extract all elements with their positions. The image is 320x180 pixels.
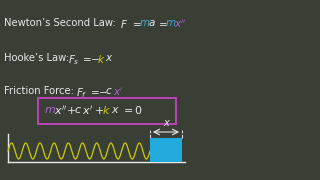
- Bar: [150, 138, 182, 162]
- Text: $c$: $c$: [105, 86, 113, 96]
- Text: $x''$: $x''$: [54, 103, 68, 116]
- Text: $=$: $=$: [130, 18, 142, 28]
- Text: $= 0$: $= 0$: [121, 104, 143, 116]
- Text: $F_f$: $F_f$: [76, 86, 87, 100]
- Text: $c$: $c$: [74, 105, 82, 115]
- Text: $+$: $+$: [94, 105, 104, 116]
- Text: $x'$: $x'$: [113, 86, 124, 98]
- Text: $k$: $k$: [102, 104, 111, 116]
- Text: $-$: $-$: [90, 53, 100, 63]
- Text: Hooke’s Law:: Hooke’s Law:: [4, 53, 72, 63]
- Text: $F_s$: $F_s$: [68, 53, 80, 67]
- Bar: [38, 98, 176, 124]
- Text: Friction Force:: Friction Force:: [4, 86, 77, 96]
- Text: x: x: [163, 118, 169, 128]
- Text: Newton’s Second Law:: Newton’s Second Law:: [4, 18, 116, 28]
- Text: $x''$: $x''$: [174, 18, 187, 30]
- Text: $=$: $=$: [88, 86, 100, 96]
- Text: $=$: $=$: [80, 53, 92, 63]
- Text: $m$: $m$: [165, 18, 176, 28]
- Text: $k$: $k$: [97, 53, 105, 65]
- Text: m: m: [159, 143, 172, 156]
- Text: $m$: $m$: [139, 18, 150, 28]
- Text: $x$: $x$: [105, 53, 114, 63]
- Text: $x'$: $x'$: [82, 103, 93, 116]
- Text: $m$: $m$: [44, 105, 56, 115]
- Text: $F$: $F$: [120, 18, 128, 30]
- Text: $a$: $a$: [148, 18, 156, 28]
- Text: $+$: $+$: [66, 105, 76, 116]
- Text: $-$: $-$: [98, 86, 108, 96]
- Text: $x$: $x$: [111, 105, 120, 115]
- Text: $=$: $=$: [156, 18, 168, 28]
